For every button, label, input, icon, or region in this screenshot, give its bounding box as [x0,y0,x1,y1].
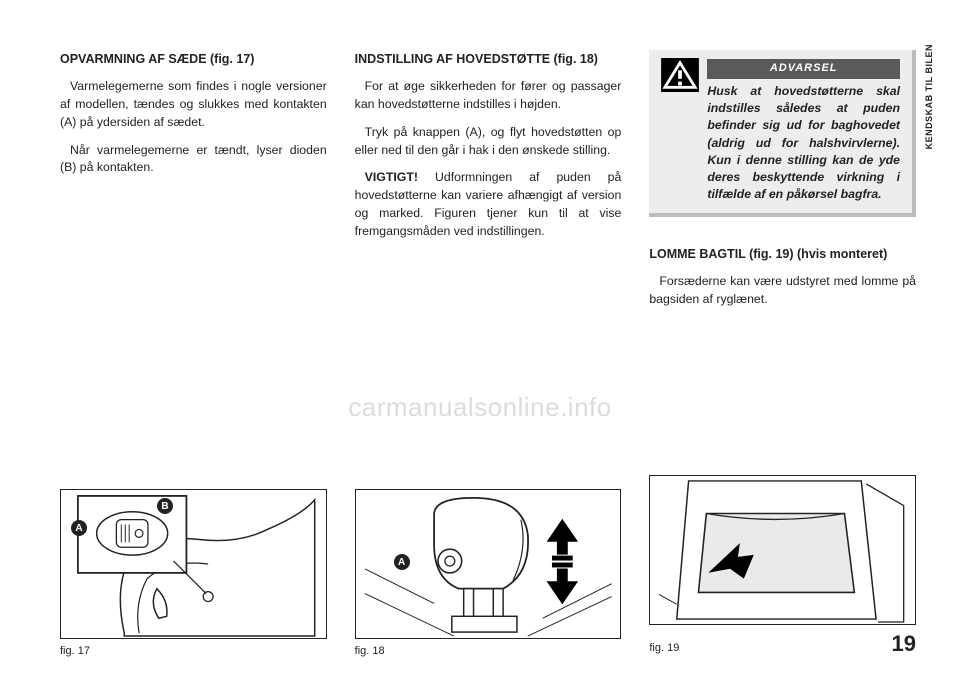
figure-17-caption: fig. 17 [60,645,90,657]
warning-triangle-icon [661,58,699,92]
figure-17-caption-row: fig. 17 [60,645,327,657]
figure-19-frame [649,475,916,625]
column-3: ADVARSEL Husk at hovedstøtterne skal ind… [649,50,916,475]
col2-p1: For at øge sikkerheden for fører og pass… [355,78,622,114]
col2-p2: Tryk på knappen (A), og flyt hovedstøtte… [355,124,622,160]
side-tab: KENDSKAB TIL BILEN [924,44,934,149]
column-1: OPVARMNING AF SÆDE (fig. 17) Varmelegeme… [60,50,327,475]
col2-p3-lead: VIGTIGT! [365,170,435,184]
col1-heading: OPVARMNING AF SÆDE (fig. 17) [60,50,327,68]
figure-18-label-a: A [394,554,410,570]
figure-17-label-b: B [157,498,173,514]
warning-header: ADVARSEL Husk at hovedstøtterne skal ind… [661,58,900,203]
col3-p1: Forsæderne kan være udstyret med lomme p… [649,273,916,309]
figure-17-svg [61,490,326,638]
figure-18-caption-row: fig. 18 [355,645,622,657]
figure-19-caption: fig. 19 [649,642,679,654]
col2-p3: VIGTIGT! Udformningen af puden på hoveds… [355,169,622,240]
figure-17: A B fig. 17 [60,489,327,657]
warning-title: ADVARSEL [707,59,900,79]
figure-17-label-a: A [71,520,87,536]
figure-19: fig. 19 19 [649,475,916,657]
warning-right: ADVARSEL Husk at hovedstøtterne skal ind… [707,58,900,203]
col1-p1: Varmelegemerne som findes i nogle versio… [60,78,327,131]
page: KENDSKAB TIL BILEN OPVARMNING AF SÆDE (f… [0,0,960,677]
figure-17-frame: A B [60,489,327,639]
figure-18-caption: fig. 18 [355,645,385,657]
figure-18-frame: A [355,489,622,639]
page-number: 19 [892,631,916,657]
col2-heading: INDSTILLING AF HOVEDSTØTTE (fig. 18) [355,50,622,68]
figures-row: A B fig. 17 [60,475,916,657]
warning-body: Husk at hovedstøtterne skal indstilles s… [707,83,900,203]
figure-19-svg [650,476,915,624]
warning-box: ADVARSEL Husk at hovedstøtterne skal ind… [649,50,916,217]
figure-19-caption-row: fig. 19 19 [649,631,916,657]
column-2: INDSTILLING AF HOVEDSTØTTE (fig. 18) For… [355,50,622,475]
col1-p2: Når varmelegemerne er tændt, lyser diode… [60,142,327,178]
content-columns: OPVARMNING AF SÆDE (fig. 17) Varmelegeme… [60,50,916,475]
figure-18: A fig. 18 [355,489,622,657]
col3-heading: LOMME BAGTIL (fig. 19) (hvis monteret) [649,245,916,263]
